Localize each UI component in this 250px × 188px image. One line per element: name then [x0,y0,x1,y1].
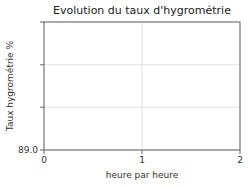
grid-line [44,107,240,108]
y-axis-label: Taux hygrométrie % [5,40,15,132]
axes: 0 1 2 89.0 [18,22,243,165]
tick-label: 0 [41,155,47,165]
tick-mark [40,64,44,65]
grid-line [44,64,240,65]
tick-mark [142,150,143,154]
tick-mark [40,107,44,108]
x-axis-label: heure par heure [106,170,179,180]
chart: 0 1 2 89.0 Evolution du taux d'hygrométrie he… [0,0,250,188]
tick-mark [44,150,45,154]
plot-frame [44,22,240,150]
tick-label: 89.0 [18,145,38,155]
tick-label: 2 [237,155,243,165]
tick-label: 1 [139,155,145,165]
grid-line [142,22,143,150]
tick-mark [40,150,44,151]
title: Evolution du taux d'hygrométrie [53,4,231,17]
tick-mark [40,22,44,23]
grid [44,22,240,150]
plot-area [44,22,240,150]
tick-mark [240,150,241,154]
